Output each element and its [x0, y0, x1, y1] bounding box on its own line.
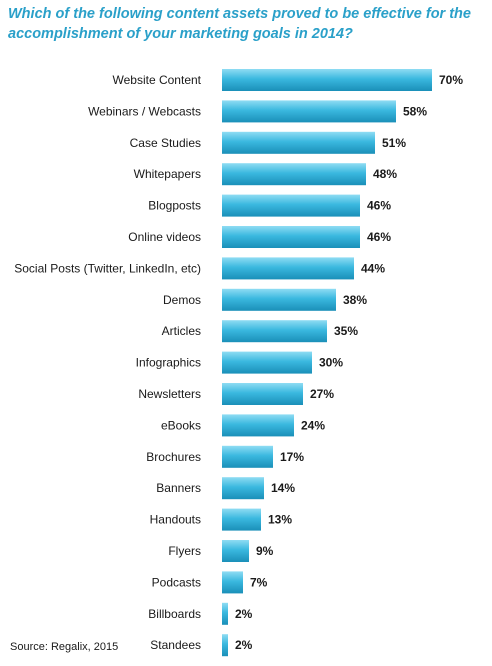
- bar: [222, 414, 294, 437]
- bar: [222, 131, 375, 154]
- value-label: 17%: [280, 450, 304, 464]
- category-label: Whitepapers: [134, 167, 201, 181]
- category-label: Handouts: [150, 513, 201, 527]
- category-label: Newsletters: [138, 387, 201, 401]
- category-label: Blogposts: [148, 199, 201, 213]
- bar: [222, 634, 228, 657]
- bar: [222, 508, 261, 531]
- value-label: 2%: [235, 607, 253, 621]
- category-label: Billboards: [148, 607, 201, 621]
- category-label: Podcasts: [152, 575, 201, 589]
- source-note: Source: Regalix, 2015: [10, 641, 119, 653]
- category-label: Infographics: [136, 356, 201, 370]
- value-label: 24%: [301, 418, 325, 432]
- bar: [222, 351, 312, 374]
- value-label: 2%: [235, 638, 253, 652]
- value-label: 27%: [310, 387, 334, 401]
- bar: [222, 226, 360, 248]
- bar: [222, 477, 264, 500]
- bar: [222, 257, 354, 280]
- category-label: Standees: [150, 638, 201, 652]
- value-label: 38%: [343, 293, 367, 307]
- value-label: 48%: [373, 167, 397, 181]
- category-label: Demos: [163, 293, 201, 307]
- bar: [222, 540, 249, 562]
- value-label: 30%: [319, 356, 343, 370]
- category-label: Case Studies: [130, 136, 201, 150]
- category-label: Articles: [162, 324, 201, 338]
- value-label: 9%: [256, 544, 274, 558]
- category-label: eBooks: [161, 418, 201, 432]
- category-label: Online videos: [128, 230, 201, 244]
- value-label: 13%: [268, 513, 292, 527]
- bar: [222, 445, 273, 468]
- value-label: 7%: [250, 575, 268, 589]
- value-label: 44%: [361, 261, 385, 275]
- value-label: 35%: [334, 324, 358, 338]
- bar: [222, 100, 396, 123]
- category-label: Brochures: [146, 450, 201, 464]
- bar: [222, 320, 327, 343]
- bar: [222, 194, 360, 217]
- bar: [222, 602, 228, 625]
- bar: [222, 163, 366, 186]
- value-label: 14%: [271, 481, 295, 495]
- category-label: Flyers: [168, 544, 201, 558]
- value-label: 58%: [403, 104, 427, 118]
- chart-title: Which of the following content assets pr…: [8, 6, 471, 42]
- category-label: Website Content: [113, 73, 202, 87]
- bar: [222, 288, 336, 311]
- bars-layer: Website Content 70% Webinars / Webcasts 58%…: [14, 69, 463, 657]
- category-label: Social Posts (Twitter, LinkedIn, etc): [14, 261, 201, 275]
- value-label: 51%: [382, 136, 406, 150]
- bar: [222, 69, 432, 91]
- bar: [222, 571, 243, 594]
- category-label: Banners: [156, 481, 201, 495]
- value-label: 46%: [367, 199, 391, 213]
- category-label: Webinars / Webcasts: [88, 104, 201, 118]
- bar: [222, 383, 303, 405]
- value-label: 70%: [439, 73, 463, 87]
- value-label: 46%: [367, 230, 391, 244]
